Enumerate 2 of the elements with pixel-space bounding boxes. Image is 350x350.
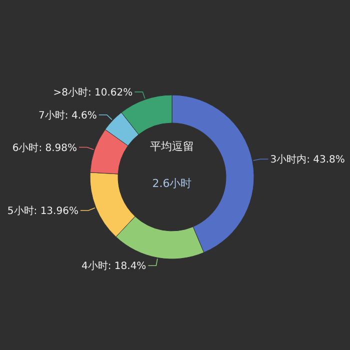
subtitle: 2.6小时 [152, 177, 192, 190]
title: 平均逗留 [150, 140, 194, 153]
